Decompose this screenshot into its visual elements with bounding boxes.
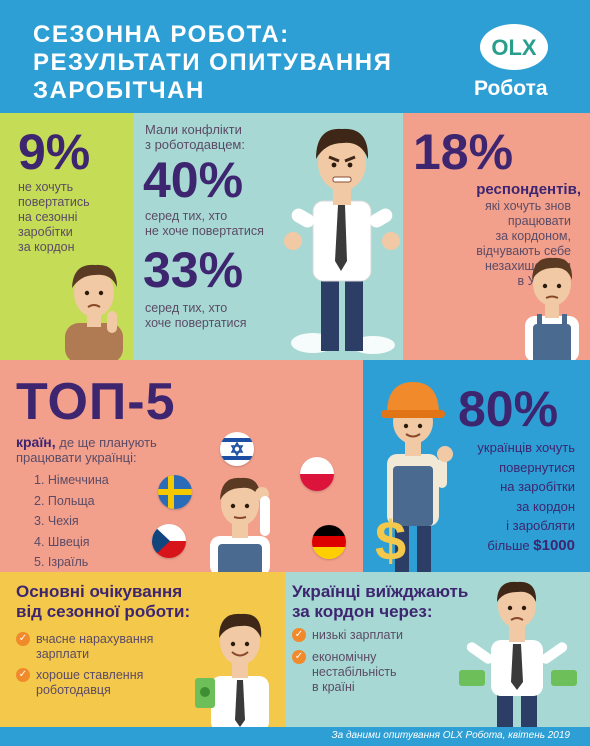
olx-logo: OLX [478, 22, 550, 72]
expectation-line: зарплати [36, 647, 90, 661]
stat-9-line: за кордон [18, 240, 75, 254]
top5-country-list: 1. Німеччина 2. Польща 3. Чехія 4. Швеці… [34, 470, 109, 572]
conflicts-intro-line: Мали конфлікти [145, 122, 242, 137]
stat-18-line: за кордоном, [495, 229, 571, 243]
poland-flag-icon [300, 457, 334, 491]
country-item: 4. Швеція [34, 534, 90, 549]
angry-boss-illustration [284, 128, 400, 354]
conflicts-40-value: 40% [143, 152, 244, 208]
conflicts-40-line: серед тих, хто [145, 209, 228, 223]
stat-18-line: відчувають себе [476, 244, 571, 258]
stat-80-line: українців хочуть [477, 440, 575, 455]
check-icon: ✓ [16, 632, 30, 646]
top5-sub-line2: працювати українці: [16, 450, 137, 465]
top5-subtitle: країн, де ще планують працювати українці… [16, 434, 157, 466]
panel-top5: ТОП-5 країн, де ще планують працювати ук… [0, 360, 363, 572]
title-line-3: ЗАРОБІТЧАН [33, 77, 205, 104]
germany-flag-icon [312, 525, 346, 559]
country-item: 5. Ізраїль [34, 555, 89, 569]
reason-line: нестабільність [312, 665, 397, 679]
check-icon: ✓ [292, 628, 306, 642]
stat-18-line: працювати [507, 214, 571, 228]
reason-line: низькі зарплати [312, 628, 403, 642]
expectation-line: вчасне нарахування [36, 632, 154, 646]
stat-18-line: які хочуть знов [485, 199, 571, 213]
top5-title: ТОП-5 [16, 373, 176, 431]
stat-80-amount: $1000 [533, 536, 575, 554]
reason-item: ✓ низькі зарплати [292, 628, 403, 643]
thinking-worker-illustration [210, 477, 270, 572]
stat-80-last-line: більше $1000 [363, 536, 575, 556]
reason-line: в країні [312, 680, 355, 694]
conflicts-33-line: хоче повертатися [145, 316, 247, 330]
stat-9-line: повертатись [18, 195, 90, 209]
conflicts-33-line: серед тих, хто [145, 301, 228, 315]
stat-9-line: на сезонні [18, 210, 78, 224]
panel-9-percent: 9% не хочуть повертатись на сезонні заро… [0, 113, 133, 360]
happy-man-money-illustration [195, 613, 269, 727]
stat-9-line: заробітки [18, 225, 73, 239]
expectations-title-line: від сезонної роботи: [16, 602, 191, 621]
reasons-title: Українці виїжджають за кордон через: [292, 582, 468, 622]
stat-18-head: респондентів, [476, 181, 581, 198]
builder-illustration: $ [375, 382, 453, 572]
check-icon: ✓ [16, 668, 30, 682]
stat-80-value: 80% [458, 381, 559, 437]
expectations-title: Основні очікування від сезонної роботи: [16, 582, 190, 622]
stat-80-line: на заробітки [500, 479, 575, 494]
empty-pockets-man-illustration [459, 581, 577, 727]
panel-18-percent: 18% респондентів, які хочуть знов працюв… [403, 113, 590, 360]
panel-conflicts: Мали конфлікти з роботодавцем: 40% серед… [133, 113, 403, 360]
stat-80-last-prefix: більше [487, 537, 534, 553]
country-item: 3. Чехія [34, 514, 79, 528]
stat-80-line: за кордон [516, 498, 575, 514]
top5-sub-rest: де ще планують [55, 435, 157, 450]
stat-9-value: 9% [18, 124, 91, 180]
conflicts-intro: Мали конфлікти з роботодавцем: [145, 122, 245, 152]
panel-reasons: Українці виїжджають за кордон через: ✓ н… [285, 572, 590, 727]
source-note: За даними опитування OLX Робота, квітень… [331, 730, 570, 741]
title-line-2: РЕЗУЛЬТАТИ ОПИТУВАННЯ [33, 49, 393, 76]
czech-flag-icon [152, 524, 186, 558]
country-item: 2. Польща [34, 493, 95, 508]
panel-80-percent: $ 80% українців хочуть повернутися на за… [363, 360, 590, 572]
conflicts-40-text: серед тих, хто не хоче повертатися [145, 209, 264, 239]
reason-item: ✓ економічну нестабільність в країні [292, 650, 397, 695]
svg-text:$: $ [375, 509, 406, 572]
expectation-item: ✓ вчасне нарахування зарплати [16, 632, 153, 662]
israel-flag-icon [220, 432, 254, 466]
stat-9-text: не хочуть повертатись на сезонні заробіт… [18, 180, 90, 255]
stat-80-line: і заробляти [506, 518, 575, 533]
conflicts-40-line: не хоче повертатися [145, 224, 264, 238]
reason-line: економічну [312, 650, 377, 664]
sad-man-illustration [65, 264, 123, 360]
check-icon: ✓ [292, 650, 306, 664]
conflicts-33-text: серед тих, хто хоче повертатися [145, 301, 247, 331]
stat-80-text: українців хочуть повернутися на заробітк… [363, 438, 575, 555]
conflicts-intro-line: з роботодавцем: [145, 137, 245, 152]
sweden-flag-icon [158, 475, 192, 509]
top5-sub-bold: країн, [16, 434, 56, 450]
panel-expectations: Основні очікування від сезонної роботи: … [0, 572, 285, 727]
expectation-line: хороше ставлення [36, 668, 144, 682]
expectation-item: ✓ хороше ставлення роботодавця [16, 668, 143, 698]
conflicts-33-value: 33% [143, 242, 244, 298]
logo-subtitle: Робота [474, 77, 548, 100]
reasons-title-line: за кордон через: [292, 602, 433, 621]
country-item: 1. Німеччина [34, 473, 109, 487]
footer: За даними опитування OLX Робота, квітень… [0, 727, 590, 746]
expectation-line: роботодавця [36, 683, 111, 697]
reasons-title-line: Українці виїжджають [292, 582, 469, 601]
logo-badge-text: OLX [491, 35, 537, 60]
stat-80-line: повернутися [499, 459, 575, 475]
worried-worker-illustration [525, 257, 579, 360]
stat-18-value: 18% [413, 124, 514, 180]
expectations-title-line: Основні очікування [16, 582, 183, 601]
title-line-1: СЕЗОННА РОБОТА: [33, 21, 290, 48]
stat-9-line: не хочуть [18, 180, 74, 194]
